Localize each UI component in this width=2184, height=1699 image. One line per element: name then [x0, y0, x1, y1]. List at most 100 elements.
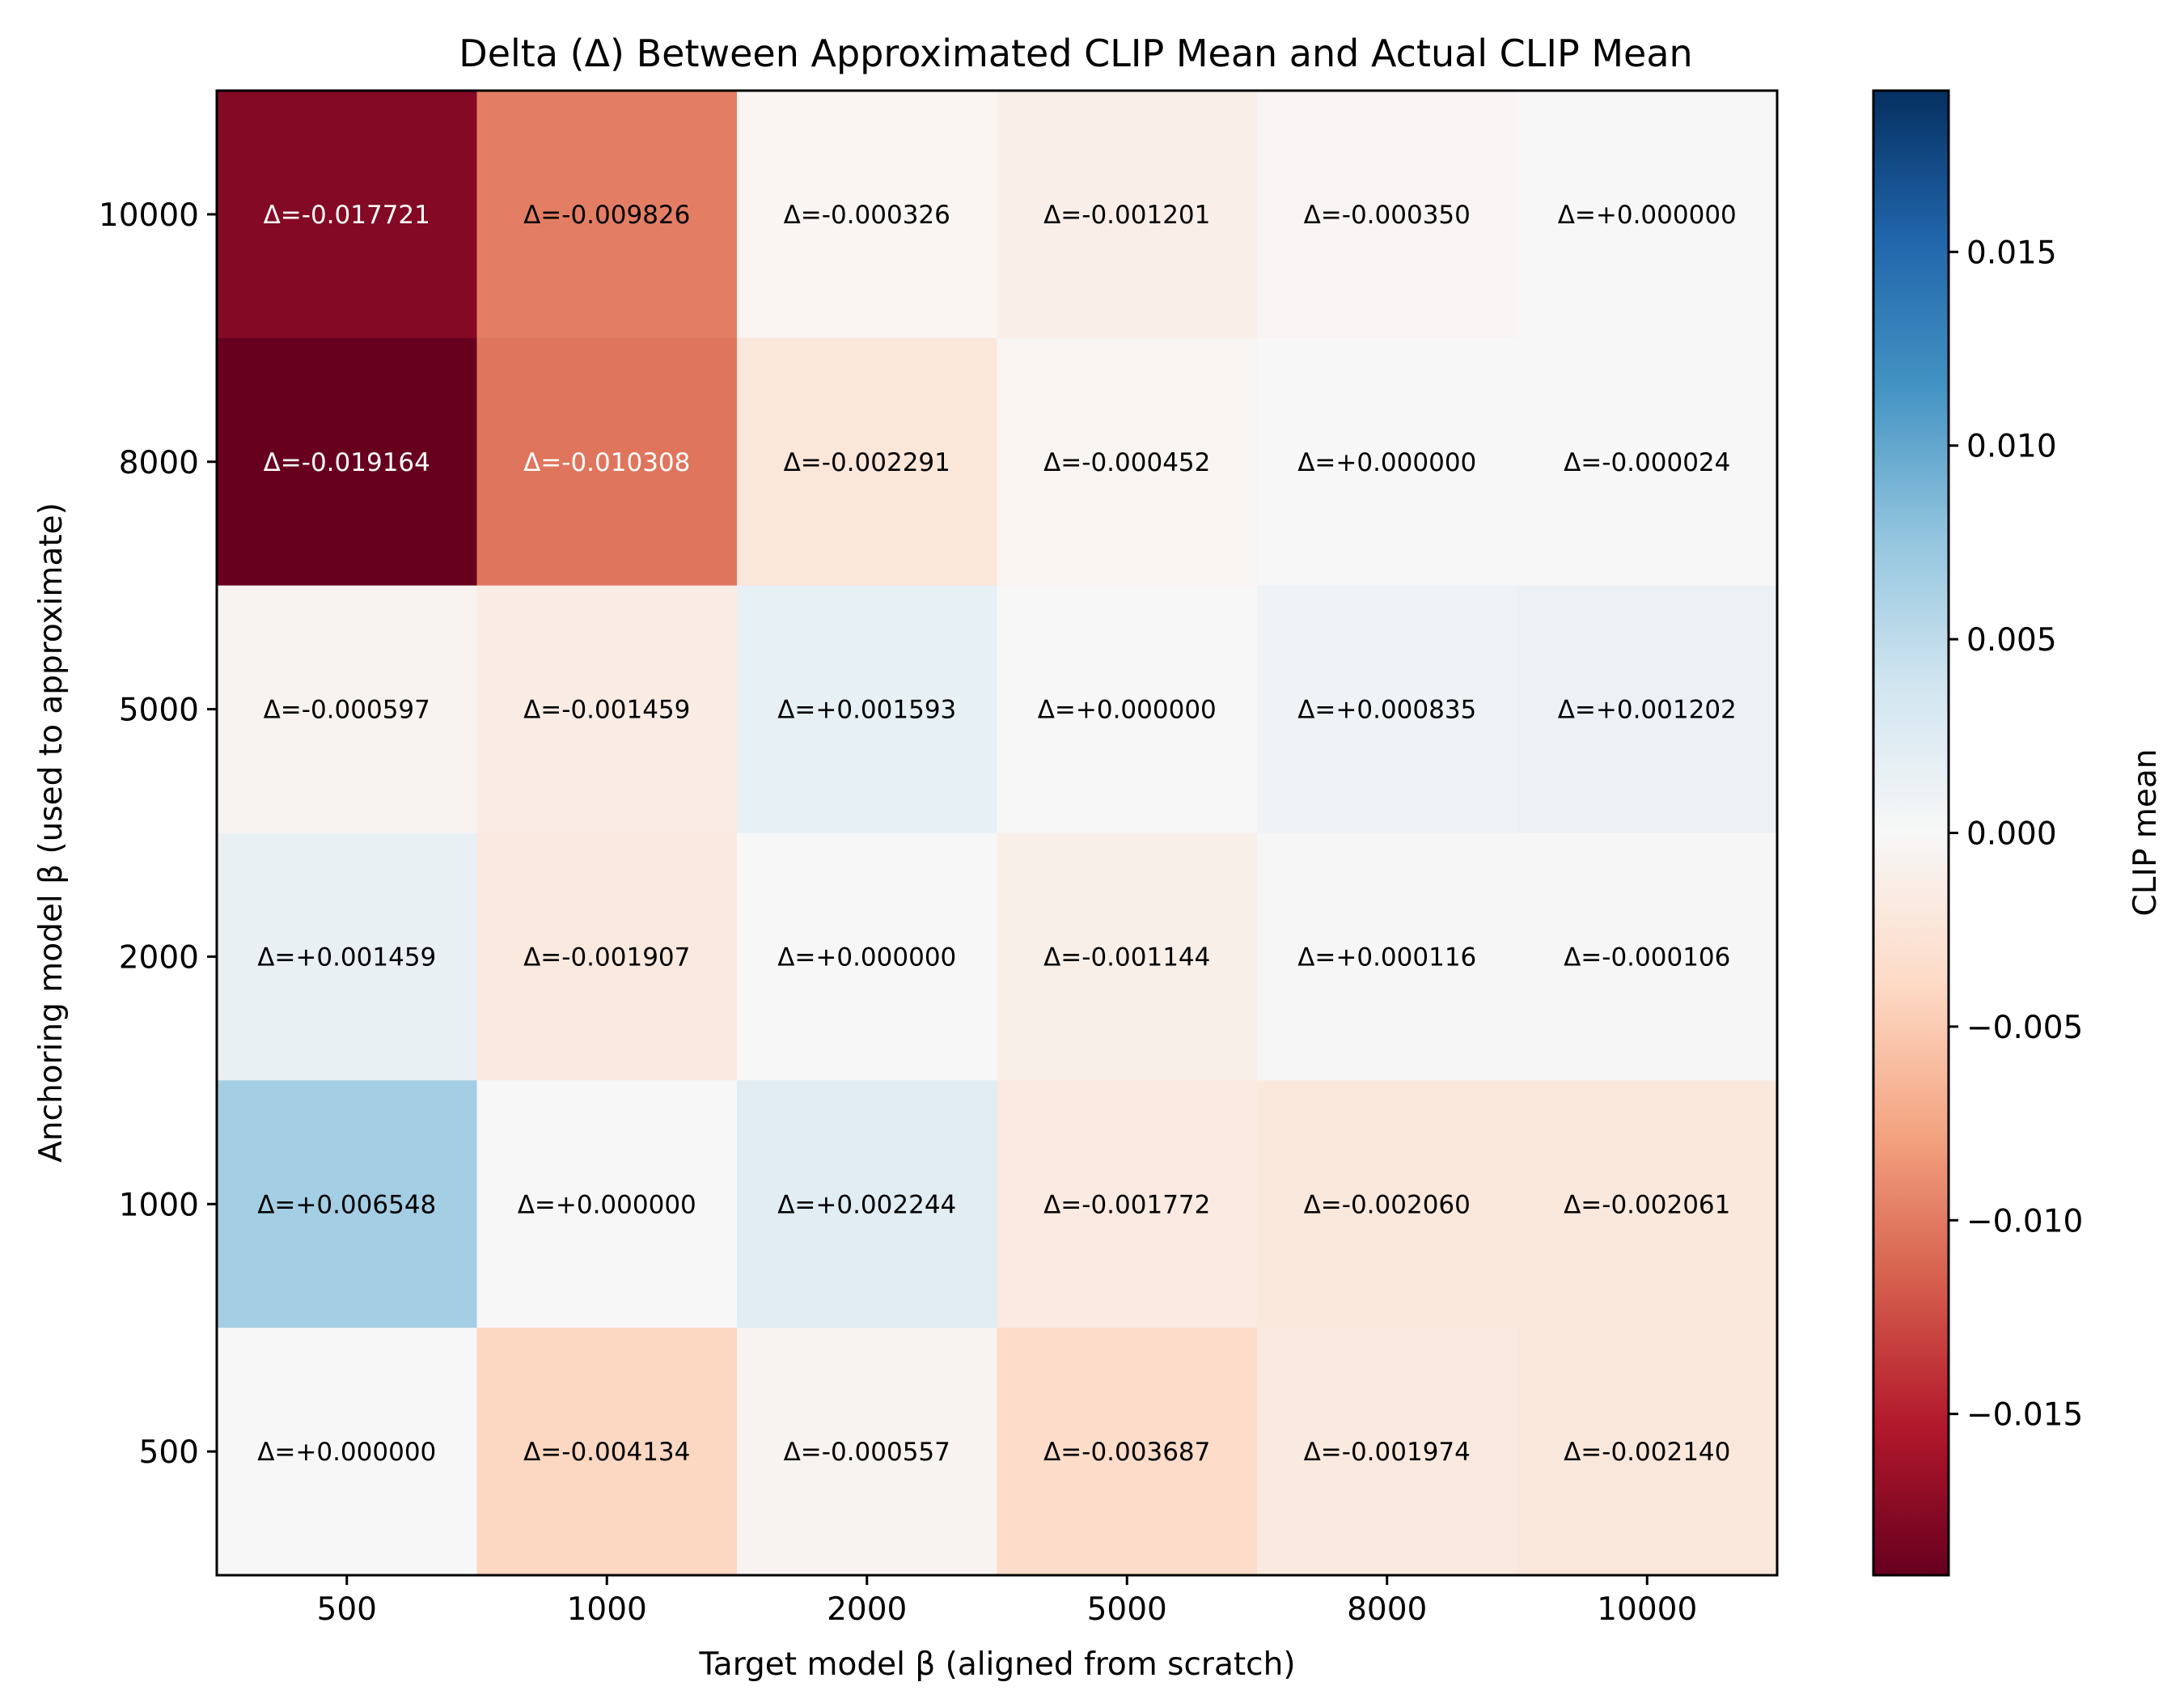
- heatmap-cell: [1257, 585, 1517, 833]
- heatmap-cell: [476, 1328, 738, 1576]
- cell-value-label: Δ=+0.000000: [1297, 448, 1476, 477]
- y-tick-label: 10000: [99, 197, 199, 234]
- heatmap-cell: [476, 585, 738, 833]
- heatmap-cell: [1257, 91, 1517, 339]
- heatmap-cell-labels: Δ=-0.017721 Δ=-0.009826 Δ=-0.000326 Δ=-0.00…: [257, 201, 1737, 1467]
- cell-value-label: Δ=-0.000452: [1043, 448, 1210, 477]
- heatmap-cell: [1517, 833, 1778, 1081]
- cell-value-label: Δ=+0.006548: [257, 1190, 436, 1219]
- x-axis-label: Target model β (aligned from scratch): [698, 1646, 1295, 1683]
- heatmap-cell: [737, 337, 997, 587]
- cell-value-label: Δ=-0.001144: [1043, 943, 1210, 972]
- colorbar-tick-label: 0.010: [1966, 429, 2057, 465]
- heatmap-cell: [737, 1328, 997, 1576]
- x-tick-label: 500: [317, 1591, 377, 1628]
- heatmap-cell: [737, 585, 997, 833]
- y-tick-label: 5000: [119, 693, 199, 729]
- y-tick-label: 8000: [119, 445, 199, 481]
- cell-value-label: Δ=+0.001202: [1558, 696, 1737, 725]
- heatmap-cell: [1517, 585, 1778, 833]
- heatmap-cell: [997, 1080, 1258, 1328]
- cell-value-label: Δ=-0.009826: [523, 201, 690, 230]
- heatmap-cell: [476, 337, 738, 587]
- heatmap-cell: [737, 91, 997, 339]
- heatmap-cell: [217, 1328, 477, 1576]
- heatmap-cell: [217, 833, 477, 1081]
- colorbar-tick-label: −0.015: [1966, 1397, 2083, 1434]
- heatmap-cell: [1517, 91, 1778, 339]
- cell-value-label: Δ=+0.000000: [777, 943, 956, 972]
- cell-value-label: Δ=-0.000326: [784, 201, 950, 230]
- heatmap-cell: [997, 833, 1258, 1081]
- colorbar: [1872, 89, 1950, 1577]
- heatmap-cell: [737, 1080, 997, 1328]
- heatmap-cell: [1517, 1328, 1778, 1576]
- cell-value-label: Δ=-0.004134: [523, 1438, 690, 1467]
- cell-value-label: Δ=-0.010308: [523, 448, 690, 477]
- heatmap-cell: [1517, 1080, 1778, 1328]
- cell-value-label: Δ=+0.000835: [1297, 696, 1476, 725]
- heatmap-cell: [997, 585, 1258, 833]
- heatmap-cell: [997, 91, 1258, 339]
- chart-title: Delta (Δ) Between Approximated CLIP Mean…: [459, 32, 1692, 75]
- cell-value-label: Δ=+0.000000: [1558, 201, 1737, 230]
- cell-value-label: Δ=-0.001772: [1043, 1190, 1210, 1219]
- x-tick-label: 8000: [1347, 1591, 1427, 1628]
- cell-value-label: Δ=-0.000557: [784, 1438, 950, 1467]
- cell-value-label: Δ=-0.017721: [264, 201, 430, 230]
- heatmap-cell: [1257, 1328, 1517, 1576]
- y-axis-ticks: 10000 8000 5000 2000 1000 500: [99, 197, 217, 1471]
- plot-frame: [215, 89, 1779, 1577]
- colorbar-tick-label: 0.005: [1966, 622, 2057, 659]
- x-tick-label: 10000: [1597, 1591, 1697, 1628]
- cell-value-label: Δ=+0.002244: [777, 1190, 956, 1219]
- cell-value-label: Δ=+0.001593: [777, 696, 956, 725]
- cell-value-label: Δ=-0.000024: [1564, 448, 1730, 477]
- cell-value-label: Δ=-0.003687: [1043, 1438, 1210, 1467]
- cell-value-label: Δ=-0.001459: [523, 696, 690, 725]
- heatmap-cell: [476, 1080, 738, 1328]
- heatmap-cell: [217, 1080, 477, 1328]
- cell-value-label: Δ=+0.001459: [257, 943, 436, 972]
- heatmap-cell: [1517, 337, 1778, 587]
- cell-value-label: Δ=-0.002061: [1564, 1190, 1730, 1219]
- heatmap-cell: [217, 91, 477, 339]
- cell-value-label: Δ=-0.000597: [264, 696, 430, 725]
- y-tick-label: 2000: [119, 939, 199, 976]
- cell-value-label: Δ=-0.001907: [523, 943, 690, 972]
- colorbar-tick-label: −0.010: [1966, 1203, 2083, 1239]
- cell-value-label: Δ=-0.001974: [1304, 1438, 1471, 1467]
- heatmap-cell: [217, 585, 477, 833]
- colorbar-tick-label: 0.015: [1966, 235, 2057, 271]
- colorbar-tick-label: 0.000: [1966, 816, 2057, 853]
- cell-value-label: Δ=-0.019164: [264, 448, 430, 477]
- heatmap-cell: [997, 1328, 1258, 1576]
- cell-value-label: Δ=+0.000116: [1297, 943, 1476, 972]
- heatmap-cell: [1257, 833, 1517, 1081]
- heatmap-cells: [217, 91, 1778, 1576]
- heatmap-cell: [476, 91, 738, 339]
- colorbar-tick-label: −0.005: [1966, 1010, 2083, 1046]
- cell-value-label: Δ=+0.000000: [1038, 696, 1217, 725]
- cell-value-label: Δ=-0.000106: [1564, 943, 1730, 972]
- x-tick-label: 2000: [827, 1591, 907, 1628]
- heatmap-cell: [1257, 1080, 1517, 1328]
- colorbar-label: CLIP mean: [2127, 749, 2164, 917]
- x-axis-ticks: 500 1000 2000 5000 8000 10000: [317, 1575, 1697, 1628]
- cell-value-label: Δ=-0.001201: [1043, 201, 1210, 230]
- cell-value-label: Δ=-0.002140: [1564, 1438, 1730, 1467]
- y-axis-label: Anchoring model β (used to approximate): [33, 502, 70, 1163]
- colorbar-ticks: 0.015 0.010 0.005 0.000 −0.005 −0.010 −0.015: [1949, 235, 2083, 1434]
- x-tick-label: 1000: [567, 1591, 647, 1628]
- heatmap-cell: [997, 337, 1258, 587]
- cell-value-label: Δ=-0.000350: [1304, 201, 1471, 230]
- y-tick-label: 1000: [119, 1187, 199, 1223]
- cell-value-label: Δ=-0.002060: [1304, 1190, 1471, 1219]
- x-tick-label: 5000: [1087, 1591, 1167, 1628]
- heatmap-cell: [1257, 337, 1517, 587]
- y-tick-label: 500: [139, 1434, 199, 1471]
- cell-value-label: Δ=-0.002291: [784, 448, 950, 477]
- heatmap-cell: [476, 833, 738, 1081]
- cell-value-label: Δ=+0.000000: [257, 1438, 436, 1467]
